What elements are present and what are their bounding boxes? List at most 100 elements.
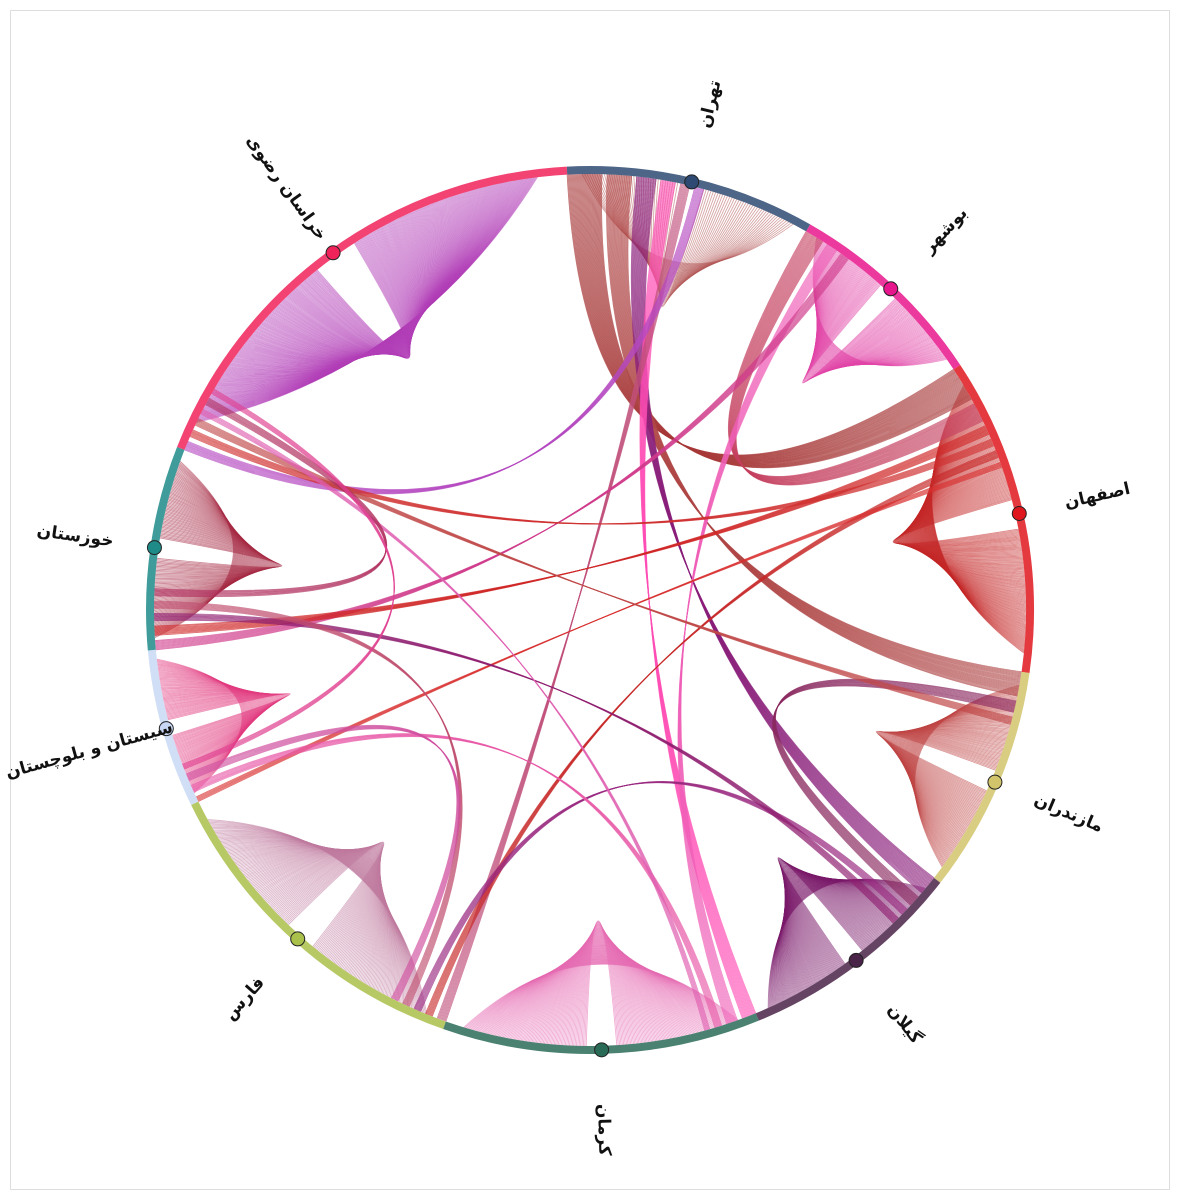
link-strand [574, 925, 629, 1046]
link-strand [156, 528, 276, 572]
link-strand [241, 848, 385, 987]
link-n6-n7 [185, 724, 461, 1002]
link-n9-n9 [196, 176, 538, 423]
node-marker-n0[interactable] [684, 174, 700, 190]
link-strand [575, 924, 628, 1046]
link-strand [894, 494, 1020, 546]
link-strand [274, 214, 420, 355]
link-strand [154, 600, 460, 1004]
link-strand [280, 844, 383, 954]
link-strand [253, 849, 382, 977]
link-strand [160, 685, 264, 768]
link-strand [154, 507, 263, 590]
link-strand [526, 943, 677, 1042]
node-marker-n7[interactable] [158, 721, 174, 737]
node-marker-n9[interactable] [325, 245, 341, 261]
link-n5-n9 [200, 408, 711, 1031]
node-label-n9: خراسان رضوی [242, 131, 331, 244]
link-strand [900, 479, 1022, 553]
link-strand [778, 858, 866, 967]
link-strand [895, 492, 1020, 546]
link-strand [240, 848, 385, 988]
link-strand [521, 944, 681, 1041]
node-marker-n4[interactable] [848, 952, 864, 968]
link-n7-n7 [156, 658, 291, 794]
link-strand [782, 865, 878, 975]
link-strand [545, 936, 658, 1044]
link-strand [163, 691, 274, 756]
link-n4-n8 [154, 613, 899, 924]
link-strand [286, 222, 414, 355]
link-strand [900, 481, 1022, 551]
link-strand [308, 237, 411, 358]
link-strand [277, 217, 418, 355]
link-strand [263, 848, 381, 969]
link-strand [816, 254, 929, 367]
link-strand [784, 874, 897, 989]
link-strand [267, 847, 381, 965]
link-strand [295, 228, 412, 356]
link-strand [162, 690, 272, 758]
node-marker-n1[interactable] [883, 281, 899, 297]
link-strand [163, 692, 277, 753]
link-strand [160, 684, 264, 769]
link-strand [805, 279, 902, 380]
link-strand [153, 483, 248, 614]
link-strand [912, 449, 1026, 582]
link-strand [156, 532, 279, 570]
link-strand [523, 944, 680, 1042]
node-marker-n5[interactable] [594, 1042, 610, 1058]
link-strand [898, 723, 1011, 833]
link-strand [774, 879, 920, 1005]
link-strand [903, 473, 1023, 558]
link-strand [783, 868, 884, 980]
link-strand [154, 503, 260, 594]
link-strand [236, 847, 388, 992]
link-strand [803, 283, 898, 383]
link-strand [784, 872, 892, 985]
node-marker-n8[interactable] [146, 540, 162, 556]
link-strand [912, 448, 1026, 583]
link-strand [307, 236, 411, 357]
link-strand [499, 952, 703, 1037]
link-strand [165, 693, 284, 745]
link-strand [905, 711, 1014, 846]
link-strand [229, 844, 393, 997]
link-strand [259, 848, 381, 972]
node-marker-n3[interactable] [987, 774, 1003, 790]
node-label-n4: گیلان [883, 1000, 927, 1048]
link-strand [314, 241, 411, 359]
link-strand [413, 782, 903, 1010]
link-strand [251, 849, 382, 979]
node-marker-n6[interactable] [290, 931, 306, 947]
link-strand [182, 388, 395, 765]
link-strand [812, 266, 916, 372]
link-strand [284, 221, 415, 355]
link-strand [877, 731, 997, 794]
link-strand [903, 471, 1023, 559]
link-strand [265, 210, 425, 356]
link-strand [275, 845, 382, 958]
link-strand [483, 957, 719, 1034]
link-n0-n9 [184, 186, 705, 495]
link-n4-n6 [413, 781, 908, 1012]
link-strand [781, 864, 875, 973]
node-marker-n2[interactable] [1011, 505, 1027, 521]
link-strand [237, 847, 387, 991]
link-strand [244, 848, 384, 985]
link-strand [289, 224, 413, 355]
link-strand [782, 865, 879, 976]
link-strand [291, 225, 413, 355]
link-strand [155, 521, 272, 576]
link-strand [254, 849, 381, 976]
link-strand [288, 224, 414, 355]
link-strand [895, 726, 1009, 827]
link-strand [896, 489, 1021, 548]
link-strand [164, 692, 278, 751]
link-strand [260, 848, 381, 971]
link-strand [280, 218, 417, 355]
link-strand [571, 926, 632, 1046]
link-strand [157, 667, 250, 785]
node-label-n3: مازندران [1031, 790, 1106, 837]
link-strand [167, 693, 290, 737]
